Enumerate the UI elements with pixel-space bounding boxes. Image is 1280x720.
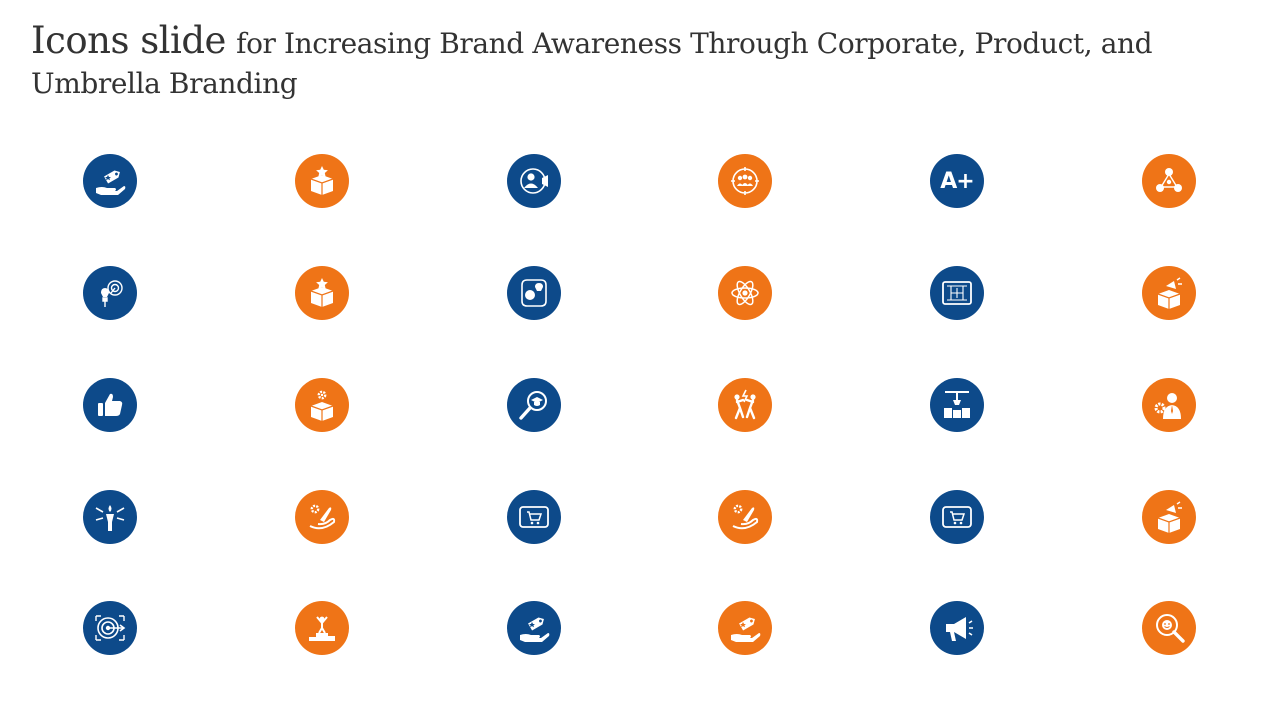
- user-megaphone-icon: [507, 154, 561, 208]
- hand-price-tag-icon: [718, 601, 772, 655]
- box-star-icon-glyph: [310, 278, 334, 307]
- target-arrow-icon: [83, 601, 137, 655]
- torch-arrows-icon-glyph: [95, 505, 125, 531]
- team-circle-icon-glyph: [731, 167, 759, 195]
- torch-arrows-icon: [83, 490, 137, 544]
- network-nodes-icon: [1142, 154, 1196, 208]
- tablet-cart-icon: [930, 490, 984, 544]
- hand-price-tag-icon: [83, 154, 137, 208]
- bulb-plug-target-icon: [83, 266, 137, 320]
- businessman-gear-icon-glyph: [1154, 393, 1181, 419]
- magnifier-face-icon: [1142, 601, 1196, 655]
- a-plus-grade-icon-label: A+: [940, 168, 974, 194]
- people-conflict-icon: [718, 378, 772, 432]
- people-conflict-icon-glyph: [734, 389, 756, 420]
- network-nodes-icon-glyph: [1156, 168, 1182, 192]
- box-star-icon: [295, 266, 349, 320]
- box-megaphone-icon: [1142, 490, 1196, 544]
- rocket-gear-hand-icon-glyph: [732, 504, 759, 530]
- trophy-podium-icon: [295, 601, 349, 655]
- megaphone-icon: [930, 601, 984, 655]
- box-megaphone-icon: [1142, 266, 1196, 320]
- rocket-gear-hand-icon: [295, 490, 349, 544]
- tablet-cart-icon: [507, 490, 561, 544]
- tablet-cart-icon-glyph: [519, 506, 549, 528]
- atom-icon: [718, 266, 772, 320]
- target-arrow-icon-glyph: [95, 615, 126, 641]
- hand-price-tag-icon-glyph: [96, 170, 126, 195]
- atom-icon-glyph: [731, 280, 759, 306]
- magnifier-graduate-icon: [507, 378, 561, 432]
- head-bulb-idea-icon: [507, 266, 561, 320]
- thumbs-up-icon: [83, 378, 137, 432]
- businessman-gear-icon: [1142, 378, 1196, 432]
- rocket-gear-hand-icon-glyph: [309, 504, 336, 530]
- box-gear-icon: [295, 378, 349, 432]
- magnifier-graduate-icon-glyph: [519, 391, 547, 420]
- slide-title-rest: for Increasing Brand Awareness Through C…: [31, 27, 1153, 100]
- head-bulb-idea-icon-glyph: [521, 279, 547, 307]
- box-megaphone-icon-glyph: [1157, 277, 1182, 309]
- box-star-icon: [295, 154, 349, 208]
- box-megaphone-icon-glyph: [1157, 501, 1182, 533]
- bulb-plug-target-icon-glyph: [101, 280, 123, 307]
- hand-price-tag-icon: [507, 601, 561, 655]
- team-circle-icon: [718, 154, 772, 208]
- box-star-icon-glyph: [310, 166, 334, 195]
- a-plus-grade-icon: A+: [930, 154, 984, 208]
- hand-price-tag-icon-glyph: [731, 617, 761, 642]
- slide-title: Icons slide for Increasing Brand Awarene…: [31, 22, 1251, 103]
- slide-title-strong: Icons slide: [31, 19, 226, 62]
- magnifier-face-icon-glyph: [1156, 614, 1185, 643]
- megaphone-icon-glyph: [946, 617, 973, 641]
- hand-price-tag-icon-glyph: [520, 617, 550, 642]
- trophy-podium-icon-glyph: [309, 616, 335, 641]
- blueprint-board-icon-glyph: [942, 281, 972, 305]
- rocket-gear-hand-icon: [718, 490, 772, 544]
- crane-production-icon-glyph: [944, 391, 970, 418]
- box-gear-icon-glyph: [310, 390, 334, 421]
- thumbs-up-icon-glyph: [98, 393, 123, 416]
- blueprint-board-icon: [930, 266, 984, 320]
- crane-production-icon: [930, 378, 984, 432]
- tablet-cart-icon-glyph: [942, 506, 972, 528]
- user-megaphone-icon-glyph: [520, 168, 548, 194]
